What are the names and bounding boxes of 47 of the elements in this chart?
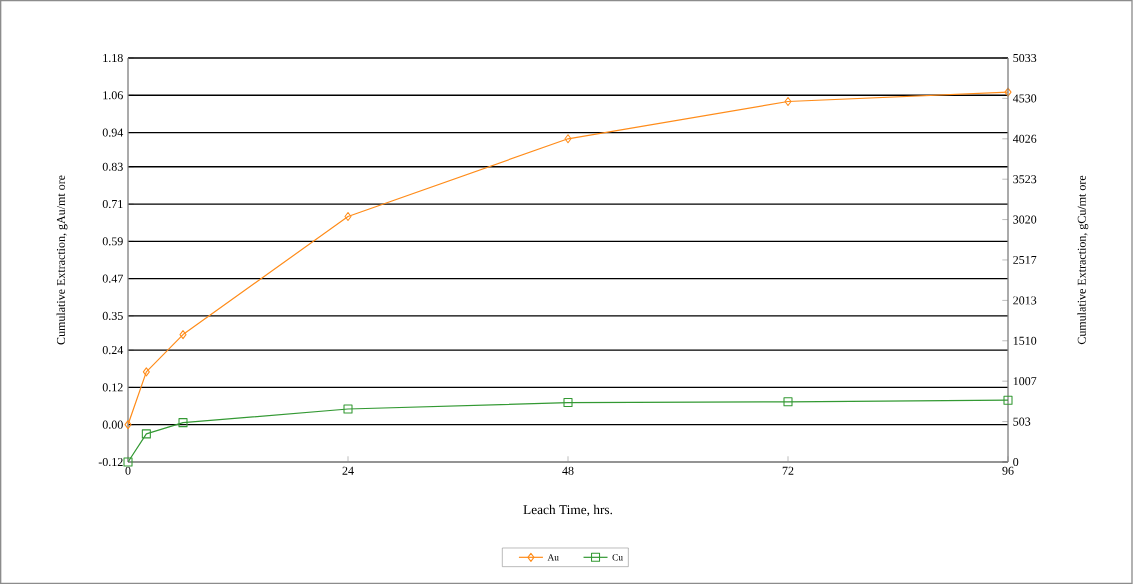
y-tick-label: 0.35 [102, 311, 123, 320]
y-tick-label: 0.83 [102, 162, 123, 171]
y2-tick-label: 3523 [1013, 175, 1037, 184]
x-tick-label: 24 [342, 466, 354, 475]
point [343, 404, 353, 414]
y-tick-label: -0.12 [98, 457, 123, 467]
x-axis-title: Leach Time, hrs. [523, 504, 613, 517]
y2-tick-label: 2013 [1013, 296, 1037, 305]
x-tick-label: 0 [125, 466, 131, 475]
y-tick-label: 1.06 [103, 91, 123, 100]
point [142, 367, 150, 377]
y-tick-label: 0.00 [102, 420, 123, 429]
y2-tick-label: 2517 [1013, 255, 1037, 264]
point [564, 134, 572, 144]
x-tick-label: 96 [1002, 466, 1014, 475]
point [344, 211, 352, 222]
y-axis-title: Cumulative Extraction, gAu/mt ore [56, 175, 68, 345]
y2-tick-label: 5033 [1013, 53, 1037, 63]
y2-tick-label: 0 [1013, 457, 1019, 467]
y2-axis-title: Cumulative Extraction, gCu/mt ore [1077, 175, 1089, 345]
point [141, 429, 151, 439]
point [179, 330, 187, 340]
y-tick-label: 0.71 [102, 199, 123, 209]
y-tick-label: 0.94 [102, 128, 124, 137]
point [124, 420, 132, 430]
y-tick-label: 0.24 [102, 346, 124, 355]
point [123, 457, 133, 467]
point [783, 397, 793, 407]
x-tick-label: 72 [782, 466, 794, 475]
y-tick-label: 0.59 [102, 237, 123, 246]
point [178, 418, 188, 428]
y2-tick-label: 3020 [1013, 215, 1037, 224]
point [1004, 87, 1012, 97]
y-tick-label: 1.18 [103, 53, 123, 63]
y2-tick-label: 1007 [1013, 377, 1037, 386]
y-tick-label: 0.12 [102, 383, 123, 392]
y2-tick-label: 4530 [1012, 94, 1037, 103]
y2-tick-label: 503 [1013, 417, 1031, 426]
legend-label: Au [547, 554, 559, 561]
legend-label: Cu [612, 554, 623, 561]
point [1003, 395, 1013, 405]
x-tick-label: 48 [562, 466, 574, 475]
y-tick-label: 0.47 [102, 274, 123, 283]
y2-tick-label: 1510 [1013, 336, 1037, 345]
point [784, 96, 792, 107]
y2-tick-label: 4026 [1012, 134, 1037, 143]
point [563, 398, 573, 408]
